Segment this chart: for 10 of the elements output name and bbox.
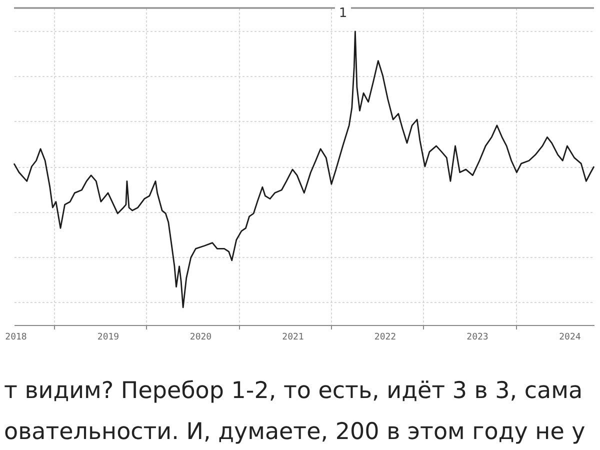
x-tick-label: 2020: [190, 332, 212, 342]
text: т видим? Перебор 1-2, то есть, идёт 3 в 3, сама: [4, 378, 583, 404]
x-tick-label: 2022: [374, 332, 396, 342]
x-tick-label: 2019: [97, 332, 120, 342]
x-tick-label: 2021: [282, 332, 304, 342]
x-tick-label: 2023: [466, 332, 488, 342]
text: 1: [338, 6, 348, 21]
x-tick-label: 2024: [559, 332, 581, 342]
text: овательности. И, думаете, 200 в этом году не у: [4, 419, 586, 445]
x-tick-label: 2018: [5, 332, 27, 342]
